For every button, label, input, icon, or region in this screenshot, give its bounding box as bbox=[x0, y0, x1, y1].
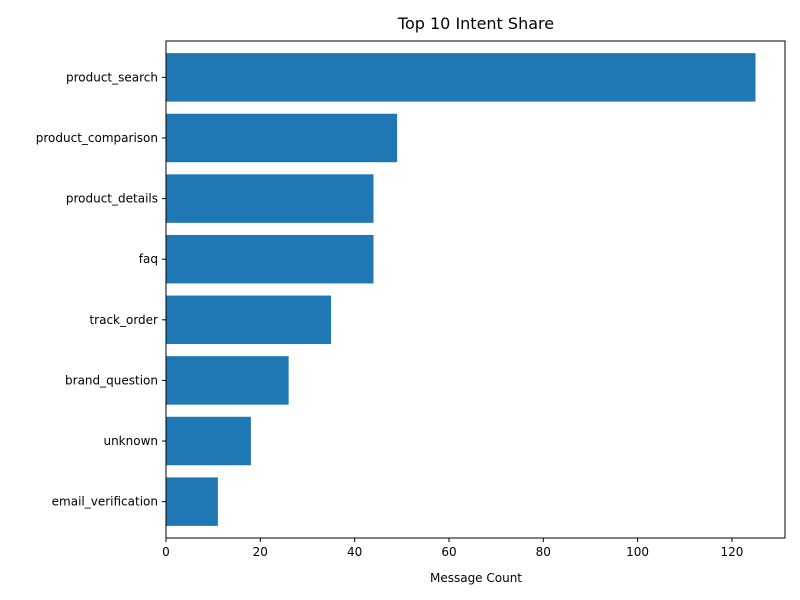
y-axis: product_search product_comparison product_… bbox=[36, 70, 166, 509]
bar-unknown bbox=[166, 416, 251, 466]
bar-product_comparison bbox=[166, 113, 398, 163]
bar-product_details bbox=[166, 174, 374, 223]
plot-frame bbox=[165, 40, 786, 539]
y-tick-label: unknown bbox=[103, 434, 158, 448]
x-axis: 0 20 40 60 80 100 120 bbox=[162, 538, 743, 559]
bar-email_verification bbox=[166, 477, 218, 526]
y-tick-label: product_details bbox=[66, 192, 158, 206]
y-tick-label: faq bbox=[139, 252, 158, 266]
y-tick-label: product_search bbox=[66, 70, 158, 84]
y-tick-label: product_comparison bbox=[36, 131, 158, 145]
y-tick-label: track_order bbox=[89, 313, 158, 327]
x-tick-label: 120 bbox=[720, 545, 743, 559]
x-axis-label: Message Count bbox=[430, 571, 522, 585]
y-tick-label: email_verification bbox=[52, 495, 158, 509]
x-tick-label: 0 bbox=[162, 545, 170, 559]
bar-track_order bbox=[166, 295, 332, 345]
x-tick-label: 80 bbox=[536, 545, 551, 559]
y-tick-label: brand_question bbox=[65, 373, 158, 387]
bar-faq bbox=[166, 234, 374, 284]
chart-title: Top 10 Intent Share bbox=[397, 14, 554, 33]
x-tick-label: 60 bbox=[441, 545, 456, 559]
x-tick-label: 100 bbox=[626, 545, 649, 559]
bars-group bbox=[166, 53, 756, 526]
x-tick-label: 40 bbox=[347, 545, 362, 559]
bar-product_search bbox=[166, 53, 756, 102]
bar-brand_question bbox=[166, 356, 289, 405]
x-tick-label: 20 bbox=[253, 545, 268, 559]
